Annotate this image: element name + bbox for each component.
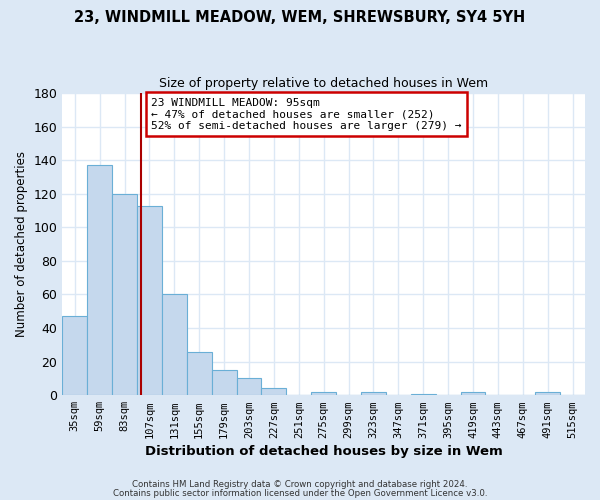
Bar: [212, 370, 236, 395]
Bar: [311, 392, 336, 395]
Bar: [262, 388, 286, 395]
Text: 23, WINDMILL MEADOW, WEM, SHREWSBURY, SY4 5YH: 23, WINDMILL MEADOW, WEM, SHREWSBURY, SY…: [74, 10, 526, 25]
Bar: [461, 392, 485, 395]
Text: Contains public sector information licensed under the Open Government Licence v3: Contains public sector information licen…: [113, 488, 487, 498]
Title: Size of property relative to detached houses in Wem: Size of property relative to detached ho…: [159, 78, 488, 90]
Text: Contains HM Land Registry data © Crown copyright and database right 2024.: Contains HM Land Registry data © Crown c…: [132, 480, 468, 489]
Bar: [162, 294, 187, 395]
Bar: [62, 316, 87, 395]
X-axis label: Distribution of detached houses by size in Wem: Distribution of detached houses by size …: [145, 444, 503, 458]
Y-axis label: Number of detached properties: Number of detached properties: [15, 151, 28, 337]
Bar: [236, 378, 262, 395]
Bar: [411, 394, 436, 395]
Bar: [361, 392, 386, 395]
Bar: [187, 352, 212, 395]
Text: 23 WINDMILL MEADOW: 95sqm
← 47% of detached houses are smaller (252)
52% of semi: 23 WINDMILL MEADOW: 95sqm ← 47% of detac…: [151, 98, 461, 131]
Bar: [535, 392, 560, 395]
Bar: [137, 206, 162, 395]
Bar: [87, 165, 112, 395]
Bar: [112, 194, 137, 395]
